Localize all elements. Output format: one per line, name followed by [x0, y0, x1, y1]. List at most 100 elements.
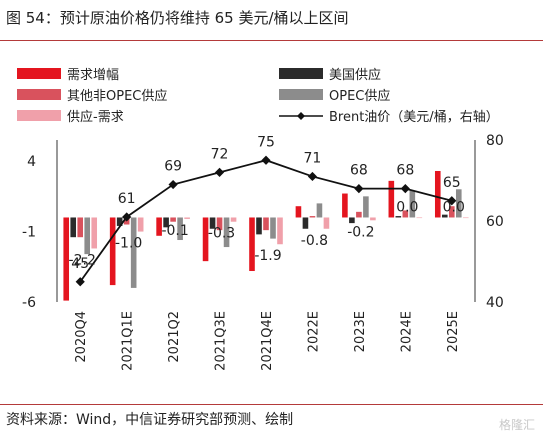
- category-label-2024E: 2024E: [399, 311, 414, 352]
- legend-swatch-us: [279, 68, 323, 79]
- brent-point-2022E: [307, 171, 318, 182]
- brent-point-2021Q3E: [214, 167, 225, 177]
- bar-opec-2021Q2: [177, 217, 183, 241]
- brent-label-2022E: 71: [304, 150, 322, 166]
- bar-demand-2021Q2: [156, 217, 162, 236]
- page-title: 图 54：预计原油价格仍将维持 65 美元/桶以上区间: [6, 9, 349, 27]
- category-label-2022E: 2022E: [306, 311, 321, 352]
- balance-label-2025E: 0.0: [443, 199, 465, 215]
- bar-opec-2021Q4E: [270, 217, 276, 239]
- bar-demand-2024E: [388, 180, 395, 218]
- brent-point-2021Q2: [168, 179, 178, 190]
- brent-point-2021Q4E: [261, 155, 271, 165]
- bar-opec-2021Q3E: [223, 217, 230, 248]
- balance-label-2020Q4: -2.2: [69, 252, 96, 268]
- category-label-2023E: 2023E: [353, 311, 368, 352]
- bar-balance-2021Q3E: [230, 217, 237, 222]
- bar-nonopec-2021Q4E: [263, 217, 269, 231]
- bar-demand-2021Q3E: [202, 217, 209, 262]
- brent-label-2021Q1E: 61: [118, 191, 136, 207]
- bar-us-2021Q2: [163, 217, 169, 228]
- legend-label-nonopec: 其他非OPEC供应: [67, 88, 167, 104]
- legend-label-demand: 需求增幅: [67, 68, 119, 83]
- bar-balance-2022E: [323, 217, 330, 229]
- bar-demand-2025E: [434, 170, 441, 218]
- right-tick-label: 80: [486, 133, 504, 149]
- bar-nonopec-2020Q4: [77, 217, 84, 238]
- legend-swatch-balance: [17, 110, 61, 121]
- bars: [63, 170, 469, 301]
- bar-demand-2023E: [342, 193, 348, 218]
- bar-opec-2025E: [455, 189, 462, 218]
- brent-line: [75, 155, 457, 287]
- brent-point-2021Q1E: [122, 212, 132, 222]
- bar-nonopec-2022E: [309, 216, 316, 218]
- brent-label-2024E: 68: [396, 163, 414, 179]
- top-rule: [0, 40, 543, 41]
- category-label-2021Q3E: 2021Q3E: [214, 311, 229, 371]
- bar-balance-2023E: [370, 217, 376, 221]
- bar-demand-2021Q1E: [109, 217, 116, 286]
- category-label-2025E: 2025E: [446, 311, 461, 352]
- legend-swatch-nonopec: [17, 89, 61, 100]
- bar-balance-2025E: [462, 217, 469, 219]
- bar-balance-2020Q4: [91, 217, 98, 249]
- legend-label-brent: Brent油价（美元/桶，右轴）: [329, 110, 499, 125]
- legend-marker-brent: [297, 112, 305, 120]
- axes: 4 -1 -6 80 60 40 2020Q4 2021Q1E 2021Q2 2021Q3E 202…: [22, 133, 504, 371]
- bar-balance-2024E: [416, 217, 423, 219]
- right-tick-label: 40: [486, 295, 504, 311]
- bottom-rule: [0, 404, 543, 405]
- brent-point-2023E: [354, 184, 364, 194]
- bar-nonopec-2023E: [356, 211, 362, 218]
- brent-label-2020Q4: 45: [71, 256, 89, 272]
- bar-demand-2020Q4: [63, 217, 70, 301]
- balance-label-2022E: -0.8: [301, 233, 328, 249]
- balance-label-2021Q3E: -0.3: [208, 226, 235, 242]
- bar-nonopec-2025E: [448, 206, 455, 218]
- left-tick-label: -1: [22, 225, 36, 241]
- brent-point-2024E: [400, 184, 410, 194]
- legend-swatch-opec: [279, 89, 323, 100]
- brent-label-2021Q3E: 72: [211, 146, 229, 162]
- legend-swatch-demand: [17, 68, 61, 79]
- brent-point-2020Q4: [75, 277, 85, 287]
- brent-label-2021Q2: 69: [164, 159, 182, 175]
- right-tick-label: 60: [486, 214, 504, 230]
- category-label-2020Q4: 2020Q4: [74, 311, 89, 363]
- balance-label-2021Q4E: -1.9: [254, 248, 281, 264]
- left-tick-label: -6: [22, 295, 36, 311]
- bar-us-2024E: [395, 216, 402, 218]
- balance-label-2021Q1E: -1.0: [115, 236, 142, 252]
- brent-point-2025E: [447, 196, 457, 206]
- brent-label-2023E: 68: [350, 163, 368, 179]
- category-label-2021Q1E: 2021Q1E: [121, 311, 136, 371]
- bar-us-2021Q1E: [116, 217, 123, 226]
- bar-us-2020Q4: [70, 217, 77, 238]
- bar-balance-2021Q1E: [137, 217, 144, 232]
- data-labels: 45 61 69 72 75 71 68 68 65 -2.2 -1.0 -0.1 -0.3 -1.9 -0…: [69, 134, 465, 272]
- balance-label-2023E: -0.2: [347, 224, 374, 240]
- bar-demand-2021Q4E: [249, 217, 255, 272]
- bar-nonopec-2021Q2: [170, 217, 176, 222]
- brent-label-2021Q4E: 75: [257, 134, 275, 150]
- bar-demand-2022E: [295, 206, 302, 218]
- bar-balance-2021Q2: [184, 217, 190, 219]
- bar-opec-2021Q1E: [130, 217, 137, 288]
- category-label-2021Q2: 2021Q2: [167, 311, 182, 363]
- bar-opec-2024E: [409, 190, 416, 218]
- watermark: 格隆汇: [498, 418, 535, 432]
- bar-us-2023E: [349, 217, 355, 224]
- source-note: 资料来源：Wind，中信证券研究部预测、绘制: [6, 412, 294, 428]
- bar-opec-2022E: [316, 203, 323, 218]
- bar-opec-2023E: [363, 196, 369, 218]
- bar-opec-2020Q4: [84, 217, 91, 255]
- legend-label-balance: 供应-需求: [67, 109, 124, 125]
- brent-label-2025E: 65: [443, 175, 461, 191]
- bar-us-2021Q4E: [256, 217, 262, 235]
- legend-label-opec: OPEC供应: [329, 88, 390, 104]
- legend-label-us: 美国供应: [329, 67, 381, 83]
- category-label-2021Q4E: 2021Q4E: [260, 311, 275, 371]
